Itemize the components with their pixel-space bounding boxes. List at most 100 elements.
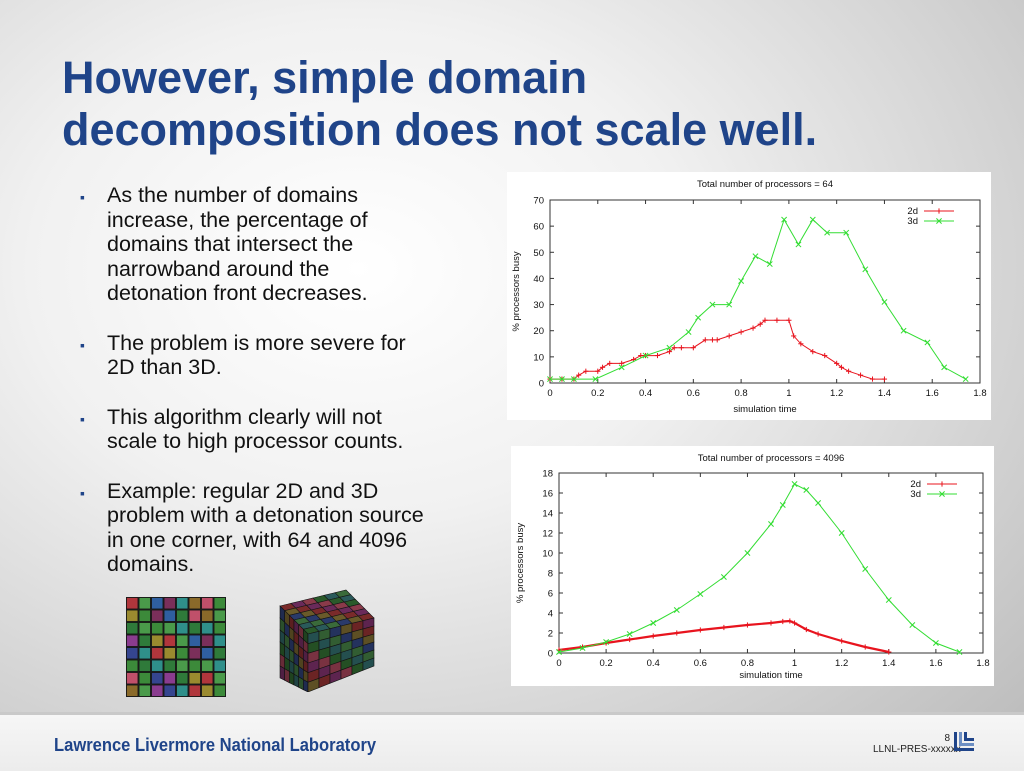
data-point-2d (862, 644, 868, 650)
bullet-line: Example: regular 2D and 3D (107, 478, 379, 503)
marker-d2 (962, 376, 969, 383)
marker-d2 (673, 607, 680, 613)
grid-cell (163, 609, 176, 622)
3d-domain-cube-icon (276, 588, 378, 693)
marker-d2 (791, 481, 798, 487)
y-tick-label: 40 (533, 274, 544, 285)
data-point-3d (941, 364, 948, 371)
data-point-3d (556, 649, 562, 655)
grid-cell (163, 634, 176, 647)
x-tick-label: 0.2 (591, 388, 604, 399)
legend-label-3d: 3d (910, 489, 921, 500)
marker-d2 (685, 329, 692, 335)
marker-d2 (795, 241, 802, 248)
footer-band (0, 712, 1024, 771)
grid-cell (201, 622, 214, 635)
data-point-2d (881, 376, 888, 382)
marker-d2 (909, 622, 916, 628)
x-tick-label: 1.6 (929, 658, 942, 669)
grid-cell (188, 684, 201, 697)
y-tick-label: 0 (539, 379, 544, 390)
grid-cell (151, 622, 164, 635)
bullet-list: ▪ As the number of domains increase, the… (80, 183, 500, 602)
data-point-3d (685, 329, 692, 335)
data-point-3d (695, 314, 702, 321)
data-point-3d (924, 339, 931, 346)
data-point-3d (862, 566, 869, 572)
grid-cell (176, 659, 189, 672)
y-axis-label: % processors busy (511, 251, 522, 332)
marker-d2 (809, 216, 816, 223)
x-tick-label: 0 (556, 658, 561, 669)
grid-cell (151, 659, 164, 672)
grid-cell (151, 597, 164, 610)
marker-d2 (900, 327, 907, 334)
chart-4096-processors: Total number of processors = 4096 0 0.2 0.4… (511, 446, 994, 686)
2d-domain-grid-svg (126, 597, 226, 697)
data-point-3d (795, 241, 802, 248)
grid-cell (176, 647, 189, 660)
grid-cell (213, 634, 226, 647)
y-tick-label: 6 (548, 589, 553, 600)
data-point-2d (886, 649, 892, 655)
data-point-2d (744, 622, 751, 628)
data-point-3d (881, 299, 888, 305)
data-point-2d (838, 364, 845, 370)
marker-d2 (779, 502, 786, 508)
grid-cell (176, 622, 189, 635)
y-tick-label: 0 (548, 649, 553, 660)
bullet-square-icon: ▪ (80, 336, 85, 353)
marker-d2 (815, 500, 822, 506)
data-point-2d (791, 620, 798, 626)
data-point-3d (603, 639, 610, 645)
x-tick-label: 1.8 (976, 658, 989, 669)
data-point-3d (752, 253, 759, 260)
y-tick-label: 18 (542, 469, 553, 480)
data-point-3d (738, 278, 745, 284)
data-point-3d (824, 229, 831, 236)
grid-cell (176, 609, 189, 622)
x-axis-label: simulation time (733, 404, 796, 415)
grid-cell (151, 647, 164, 660)
bullet-line: increase, the percentage of (107, 207, 368, 232)
grid-cell (188, 634, 201, 647)
marker-d2 (626, 631, 633, 637)
data-point-2d (834, 360, 840, 366)
marker-d2 (752, 253, 759, 260)
marker-d2 (781, 216, 788, 223)
legend-marker-3d (939, 491, 945, 497)
data-point-2d (846, 368, 852, 374)
grid-cell (126, 609, 139, 622)
x-tick-label: 1.4 (882, 658, 895, 669)
marker-d2 (862, 266, 869, 273)
data-point-3d (618, 364, 625, 371)
3d-domain-cube-svg (279, 589, 375, 693)
document-code: LLNL-PRES-xxxxxx (873, 744, 961, 755)
grid-cell (213, 659, 226, 672)
marker-d2 (768, 521, 774, 527)
data-point-2d (603, 640, 609, 646)
marker-d2 (881, 299, 888, 305)
legend-label-2d: 2d (910, 479, 921, 490)
y-tick-label: 60 (533, 222, 544, 233)
data-point-2d (757, 321, 763, 327)
data-point-2d (750, 325, 756, 331)
data-point-2d (697, 627, 703, 633)
y-tick-label: 10 (542, 549, 553, 560)
y-tick-label: 12 (542, 529, 553, 540)
grid-cell (213, 684, 226, 697)
data-point-2d (726, 333, 732, 339)
data-point-2d (857, 372, 864, 378)
plot-frame (549, 199, 981, 384)
grid-cell (201, 609, 214, 622)
plot-frame (558, 472, 984, 654)
slide-title-line-2: decomposition does not scale well. (62, 104, 818, 155)
marker-d2 (956, 649, 963, 655)
slide-title: However, simple domain decomposition doe… (62, 52, 992, 156)
marker-d2 (666, 344, 673, 351)
data-point-2d (690, 345, 696, 351)
data-point-2d (607, 360, 613, 366)
data-point-3d (932, 640, 939, 646)
llnl-logo-icon (952, 731, 976, 758)
bullet-item: ▪ As the number of domains increase, the… (80, 183, 500, 306)
